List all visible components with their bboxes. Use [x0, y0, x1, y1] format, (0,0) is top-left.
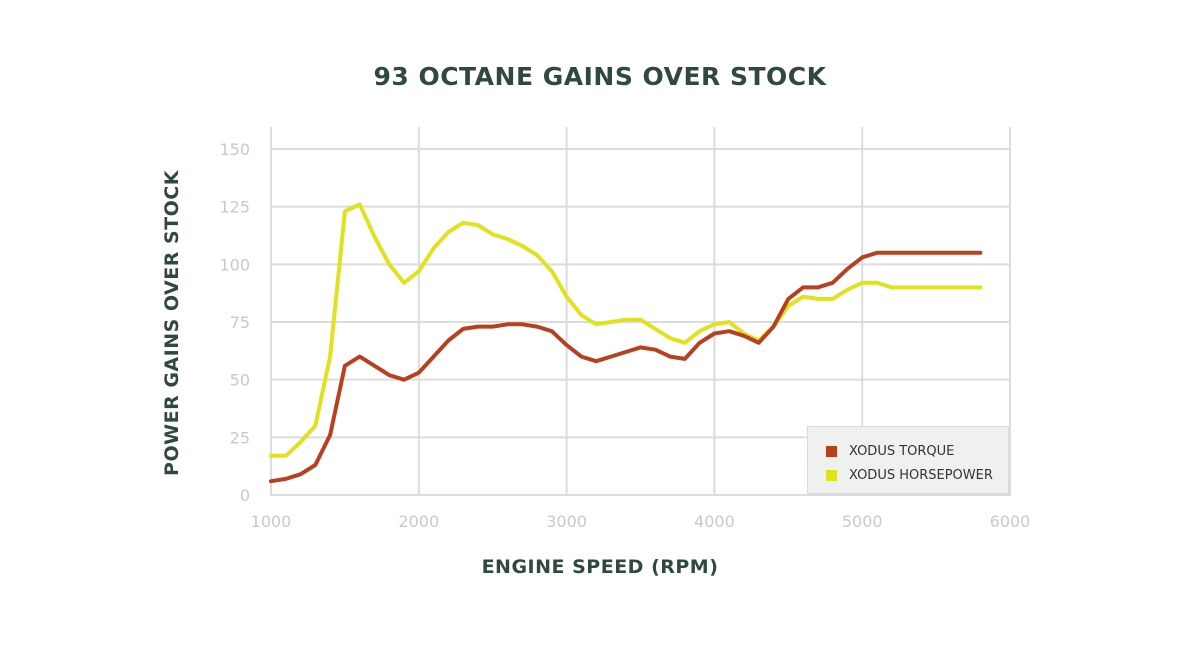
- y-tick-label-25: 25: [230, 428, 250, 447]
- x-tick-label-1000: 1000: [251, 512, 292, 531]
- x-tick-label-4000: 4000: [694, 512, 735, 531]
- y-tick-label-50: 50: [230, 371, 250, 390]
- series-lines: [269, 202, 983, 484]
- grid: [270, 127, 1011, 496]
- y-tick-label-150: 150: [219, 140, 250, 159]
- y-tick-label-125: 125: [219, 198, 250, 217]
- x-tick-label-2000: 2000: [398, 512, 439, 531]
- tick-labels: 0 25 50 75 100 125 150 1000 2000 3000 4000 5000 6000: [219, 140, 1030, 531]
- legend-item-horsepower: XODUS HORSEPOWER: [826, 463, 1008, 487]
- y-tick-label-75: 75: [230, 313, 250, 332]
- legend: XODUS TORQUE XODUS HORSEPOWER: [807, 426, 1009, 494]
- y-tick-label-100: 100: [219, 255, 250, 274]
- legend-swatch-torque: [826, 445, 837, 457]
- x-tick-label-3000: 3000: [546, 512, 587, 531]
- legend-label-horsepower: XODUS HORSEPOWER: [849, 467, 993, 483]
- series-line-xodus-torque: [269, 250, 983, 484]
- x-axis-label: ENGINE SPEED (RPM): [481, 556, 719, 578]
- x-tick-label-5000: 5000: [842, 512, 883, 531]
- y-tick-label-0: 0: [240, 486, 250, 505]
- legend-label-torque: XODUS TORQUE: [849, 443, 955, 459]
- legend-swatch-horsepower: [826, 469, 837, 481]
- legend-item-torque: XODUS TORQUE: [826, 439, 1008, 463]
- chart-title: 93 OCTANE GAINS OVER STOCK: [373, 62, 827, 91]
- x-tick-label-6000: 6000: [990, 512, 1031, 531]
- series-line-xodus-horsepower: [269, 202, 983, 458]
